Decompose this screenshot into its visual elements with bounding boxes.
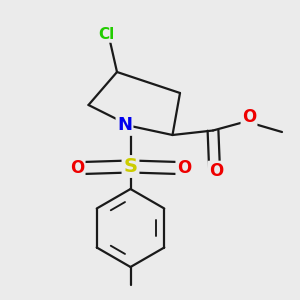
Text: S: S xyxy=(124,157,137,176)
Text: O: O xyxy=(209,162,223,180)
Text: O: O xyxy=(242,108,256,126)
Text: N: N xyxy=(117,116,132,134)
Text: O: O xyxy=(70,159,84,177)
Text: O: O xyxy=(177,159,191,177)
Text: Cl: Cl xyxy=(98,27,115,42)
